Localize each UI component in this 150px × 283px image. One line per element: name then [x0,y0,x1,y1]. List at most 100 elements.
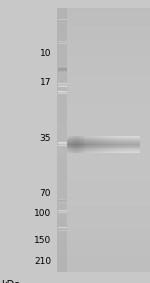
Bar [75,138,76,139]
Bar [57,52,150,55]
Bar [129,142,130,143]
Bar [138,138,139,139]
Bar [57,208,67,210]
Bar [86,141,88,142]
Bar [78,145,79,146]
Bar [113,141,115,142]
Bar [119,144,121,145]
Bar [97,152,99,153]
Bar [118,139,119,140]
Bar [137,136,138,137]
Bar [108,149,110,150]
Bar [137,142,138,143]
Bar [57,8,67,11]
Bar [76,149,78,150]
Bar [69,140,70,141]
Bar [106,151,107,152]
Bar [135,139,137,140]
Bar [67,206,150,208]
Bar [122,138,123,139]
Bar [121,148,122,149]
Bar [117,136,118,137]
Bar [86,139,88,140]
Bar [116,136,117,137]
Bar [115,138,116,139]
Bar [78,148,79,149]
Bar [57,166,67,169]
Bar [108,151,110,152]
Bar [69,142,70,143]
Bar [129,146,130,147]
Bar [69,147,70,148]
Bar [76,136,78,137]
Bar [58,71,67,72]
Bar [67,171,150,173]
Bar [57,267,150,269]
Bar [76,142,78,143]
Bar [67,230,150,232]
Bar [79,140,80,141]
Bar [106,147,107,148]
Bar [97,146,99,147]
Bar [129,143,130,144]
Bar [99,141,100,142]
Bar [101,147,102,148]
Bar [91,141,92,142]
Bar [107,142,108,143]
Bar [68,152,69,153]
Bar [58,202,67,203]
Bar [69,143,70,144]
Bar [92,145,94,146]
Bar [118,143,119,144]
Bar [57,81,150,83]
Bar [117,140,118,141]
Bar [118,138,119,139]
Bar [86,136,88,137]
Bar [108,140,110,141]
Bar [90,151,91,152]
Bar [86,151,88,152]
Bar [95,139,96,140]
Bar [83,140,84,141]
Bar [137,148,138,149]
Bar [68,145,69,146]
Bar [76,147,78,148]
Bar [92,150,94,151]
Bar [96,144,97,145]
Bar [57,79,67,81]
Bar [102,148,104,149]
Bar [94,141,95,142]
Bar [91,136,92,137]
Bar [132,137,133,138]
Bar [94,149,95,150]
Bar [57,90,150,92]
Bar [112,145,113,146]
Bar [113,138,115,139]
Bar [92,142,94,143]
Bar [107,140,108,141]
Bar [134,146,135,147]
Bar [81,147,83,148]
Bar [117,150,118,151]
Bar [105,149,106,150]
Bar [118,141,119,142]
Bar [57,96,150,98]
Bar [106,136,107,137]
Bar [67,120,150,123]
Bar [133,144,134,145]
Bar [111,143,112,144]
Bar [116,145,117,146]
Bar [67,148,68,149]
Bar [108,142,110,143]
Bar [128,137,129,138]
Bar [67,256,150,259]
Bar [78,150,79,151]
Bar [102,146,104,147]
Bar [57,142,67,144]
Bar [57,37,67,39]
Bar [57,17,67,20]
Bar [123,139,124,140]
Bar [110,144,111,145]
Bar [57,224,67,226]
Bar [57,241,150,243]
